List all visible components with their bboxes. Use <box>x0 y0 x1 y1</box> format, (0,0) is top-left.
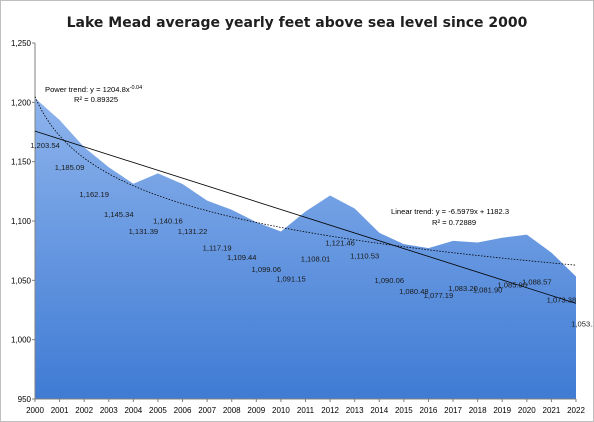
data-label: 1,073.38 <box>547 296 577 305</box>
power-trendline <box>34 96 577 266</box>
data-label: 1,121.46 <box>325 239 355 248</box>
data-label: 1,117.19 <box>203 244 232 253</box>
x-tick-label: 2020 <box>518 406 536 415</box>
x-tick-label: 2009 <box>247 406 265 415</box>
x-tick-label: 2001 <box>51 406 69 415</box>
power-trend-equation: Power trend: y = 1204.8x-0.04 <box>45 85 142 94</box>
data-label: 1,080.48 <box>399 287 429 296</box>
x-tick-label: 2004 <box>124 406 142 415</box>
linear-trend-equation: Linear trend: y = -6.5979x + 1182.3 <box>391 207 509 216</box>
data-label-layer: 1,203.54 1,185.09 1,162.19 1,145.34 1,131.39… <box>30 141 593 328</box>
data-label: 1,099.06 <box>252 265 282 274</box>
area-layer <box>35 98 576 399</box>
y-tick-label: 1,200 <box>11 98 32 107</box>
x-tick-label: 2011 <box>297 406 315 415</box>
x-tick-label: 2013 <box>346 406 364 415</box>
data-label: 1,083.20 <box>448 284 478 293</box>
power-trend-r2: R² = 0.89325 <box>74 95 118 104</box>
area-series <box>35 98 576 399</box>
data-label: 1,090.06 <box>374 276 404 285</box>
data-label: 1,185.09 <box>55 163 85 172</box>
data-label: 1,091.15 <box>276 275 306 284</box>
x-tick-label: 2014 <box>370 406 388 415</box>
data-label: 1,053.20 <box>571 320 593 329</box>
y-tick-label: 1,100 <box>11 217 32 226</box>
data-label: 1,108.01 <box>301 254 331 263</box>
y-tick-label: 1,050 <box>11 276 32 285</box>
data-label: 1,110.53 <box>350 252 379 261</box>
data-label: 1,140.16 <box>153 216 183 225</box>
data-label: 1,131.39 <box>129 227 159 236</box>
trendline-layer <box>34 96 577 304</box>
y-tick-label: 1,150 <box>11 158 32 167</box>
x-tick-label: 2022 <box>567 406 585 415</box>
data-label: 1,131.22 <box>178 227 208 236</box>
x-tick-label: 2021 <box>543 406 561 415</box>
x-tick-label: 2019 <box>493 406 511 415</box>
power-trend-exponent: -0.04 <box>130 85 143 91</box>
x-tick-label: 2002 <box>75 406 93 415</box>
x-tick-label: 2018 <box>469 406 487 415</box>
data-label: 1,085.90 <box>497 281 527 290</box>
x-tick-label: 2016 <box>420 406 438 415</box>
y-tick-label: 1,000 <box>11 336 32 345</box>
x-tick-label: 2000 <box>26 406 44 415</box>
x-tick-label: 2005 <box>149 406 167 415</box>
linear-trendline <box>34 130 577 304</box>
data-label: 1,077.19 <box>424 291 454 300</box>
axis-layer: 950 1,000 1,050 1,100 1,150 1,200 1,250 2000 200… <box>11 39 585 415</box>
x-tick-label: 2003 <box>100 406 118 415</box>
power-trend-formula: Power trend: y = 1204.8x <box>45 85 130 94</box>
data-label: 1,109.44 <box>227 253 257 262</box>
data-label: 1,162.19 <box>79 190 109 199</box>
data-label: 1,088.57 <box>522 278 552 287</box>
x-tick-label: 2007 <box>198 406 216 415</box>
y-tick-label: 1,250 <box>11 39 32 48</box>
linear-trend-annotation: Linear trend: y = -6.5979x + 1182.3 R² =… <box>391 207 509 227</box>
x-tick-label: 2015 <box>395 406 413 415</box>
x-tick-label: 2012 <box>321 406 339 415</box>
x-tick-label: 2008 <box>223 406 241 415</box>
x-tick-label: 2006 <box>174 406 192 415</box>
x-tick-label: 2017 <box>444 406 462 415</box>
power-trend-annotation: Power trend: y = 1204.8x-0.04 R² = 0.893… <box>45 85 142 104</box>
data-label: 1,081.90 <box>473 285 503 294</box>
data-label: 1,203.54 <box>30 141 60 150</box>
data-label: 1,145.34 <box>104 210 134 219</box>
x-tick-label: 2010 <box>272 406 290 415</box>
y-tick-label: 950 <box>18 395 32 404</box>
linear-trend-r2: R² = 0.72889 <box>432 218 476 227</box>
chart-title: Lake Mead average yearly feet above sea … <box>67 15 528 31</box>
